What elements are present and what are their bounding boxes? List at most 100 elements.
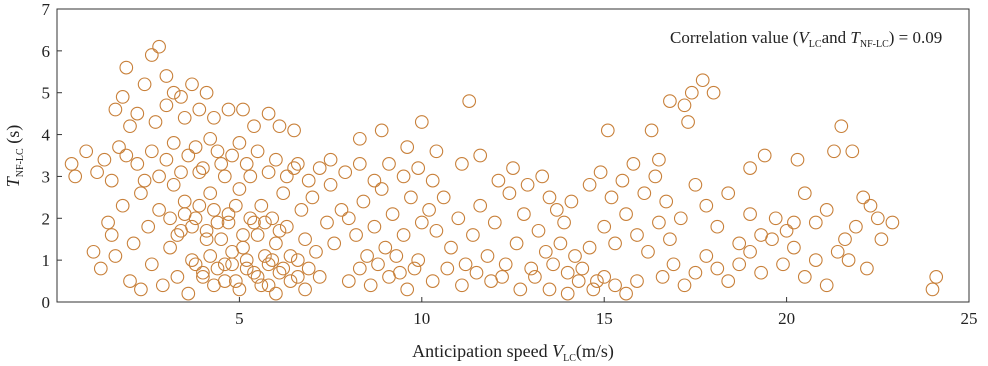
data-point bbox=[294, 203, 309, 217]
data-point bbox=[637, 186, 652, 201]
data-point bbox=[608, 236, 622, 251]
data-point bbox=[557, 215, 571, 230]
data-point bbox=[185, 77, 199, 92]
y-tick-label: 6 bbox=[42, 42, 51, 61]
data-point bbox=[524, 261, 539, 276]
data-point bbox=[166, 85, 181, 100]
data-point bbox=[830, 244, 845, 259]
data-point bbox=[582, 177, 597, 192]
data-point bbox=[163, 240, 177, 255]
data-point bbox=[597, 270, 612, 284]
data-point bbox=[655, 270, 670, 284]
data-point bbox=[721, 274, 736, 288]
data-point bbox=[210, 215, 225, 230]
data-point bbox=[385, 207, 400, 221]
data-point bbox=[199, 223, 214, 238]
data-point bbox=[305, 190, 320, 205]
data-point bbox=[177, 110, 192, 125]
data-point bbox=[123, 274, 137, 288]
data-point bbox=[560, 286, 575, 301]
data-point bbox=[630, 228, 644, 242]
data-point bbox=[119, 60, 134, 75]
data-point bbox=[743, 161, 757, 175]
data-point bbox=[104, 228, 119, 242]
x-tick-label: 25 bbox=[961, 309, 978, 328]
data-point bbox=[196, 161, 210, 175]
data-point bbox=[841, 253, 856, 267]
data-point bbox=[677, 278, 692, 293]
data-point bbox=[272, 265, 287, 280]
data-point bbox=[272, 119, 287, 134]
plot-frame bbox=[56, 8, 970, 303]
data-point bbox=[374, 182, 389, 196]
data-point bbox=[298, 282, 312, 297]
data-points bbox=[64, 39, 944, 301]
data-point bbox=[473, 148, 488, 163]
data-point bbox=[593, 165, 608, 180]
data-point bbox=[152, 39, 166, 54]
x-tick-label: 5 bbox=[235, 309, 244, 328]
data-point bbox=[290, 157, 305, 171]
data-point bbox=[152, 169, 166, 184]
data-point bbox=[86, 244, 101, 259]
data-point bbox=[159, 98, 174, 113]
data-point bbox=[352, 261, 367, 276]
data-point bbox=[776, 257, 790, 272]
data-point bbox=[134, 282, 148, 297]
data-point bbox=[214, 157, 229, 171]
data-point bbox=[480, 249, 495, 263]
data-point bbox=[787, 240, 801, 255]
data-point bbox=[564, 194, 579, 209]
data-point bbox=[196, 270, 210, 284]
data-point bbox=[455, 278, 469, 293]
data-point bbox=[221, 215, 236, 230]
data-point bbox=[422, 203, 436, 217]
data-point bbox=[710, 219, 725, 234]
data-point bbox=[929, 270, 944, 284]
data-point bbox=[144, 48, 159, 62]
data-point bbox=[797, 270, 812, 284]
data-point bbox=[652, 215, 666, 230]
data-point bbox=[338, 165, 353, 180]
data-point bbox=[400, 282, 415, 297]
data-point bbox=[870, 211, 885, 226]
data-point bbox=[732, 236, 747, 251]
data-point bbox=[283, 249, 298, 263]
data-point bbox=[196, 265, 210, 280]
data-point bbox=[779, 223, 794, 238]
data-point bbox=[181, 148, 196, 163]
data-point bbox=[834, 119, 849, 134]
data-point bbox=[874, 232, 889, 247]
data-point bbox=[207, 203, 221, 217]
data-point bbox=[487, 215, 502, 230]
data-point bbox=[276, 186, 291, 201]
data-point bbox=[360, 249, 374, 263]
data-point bbox=[148, 115, 163, 129]
data-point bbox=[301, 173, 316, 188]
data-point bbox=[684, 85, 699, 100]
data-point bbox=[404, 190, 418, 205]
data-point bbox=[425, 173, 440, 188]
data-point bbox=[261, 278, 276, 293]
data-point bbox=[502, 186, 517, 201]
data-point bbox=[641, 244, 655, 259]
data-point bbox=[170, 228, 185, 242]
data-point bbox=[513, 282, 528, 297]
data-point bbox=[101, 215, 115, 230]
data-point bbox=[444, 240, 458, 255]
data-point bbox=[845, 144, 860, 159]
data-point bbox=[119, 148, 134, 163]
y-tick-label: 0 bbox=[42, 293, 51, 312]
data-point bbox=[199, 85, 214, 100]
data-point bbox=[414, 115, 429, 129]
data-point bbox=[115, 198, 130, 213]
data-point bbox=[177, 194, 192, 209]
data-point bbox=[546, 257, 560, 272]
data-point bbox=[141, 219, 156, 234]
y-tick-label: 4 bbox=[42, 126, 51, 145]
data-point bbox=[236, 240, 250, 255]
data-point bbox=[210, 144, 225, 159]
data-point bbox=[367, 219, 382, 234]
data-point bbox=[327, 236, 342, 251]
